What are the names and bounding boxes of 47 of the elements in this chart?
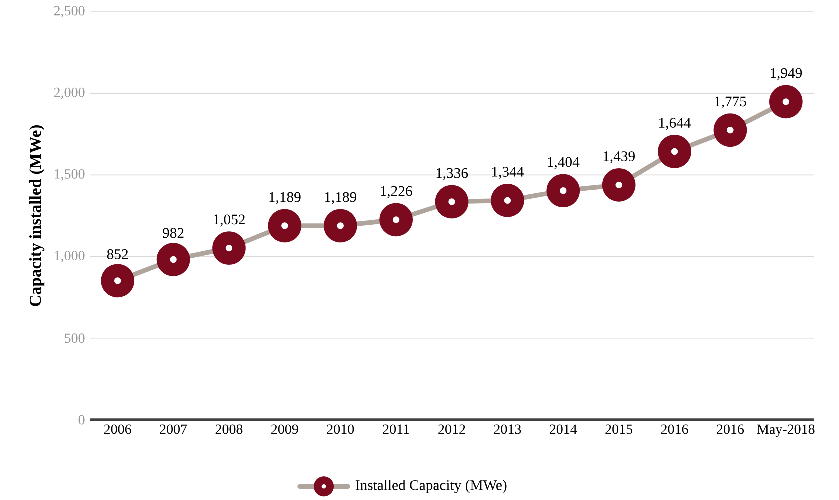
data-label: 1,189 (270, 192, 301, 204)
data-label: 1,344 (492, 167, 524, 180)
x-tick-label: 2015 (606, 424, 633, 434)
y-tick-label: 2,000 (54, 88, 85, 100)
x-tick-label: May-2018 (757, 424, 815, 438)
y-axis-title: Capacity installed (MWe) (29, 126, 45, 306)
x-tick-label: 2012 (438, 424, 466, 434)
x-tick-label: 2016 (717, 424, 744, 434)
y-tick-label: 1,500 (55, 169, 85, 181)
point (380, 203, 413, 237)
data-label: 1,052 (214, 214, 245, 227)
x-tick-label: 2013 (494, 424, 522, 434)
data-label: 982 (163, 228, 184, 238)
x-tick-label: 2010 (327, 424, 354, 434)
y-tick-label: 1,000 (55, 251, 85, 263)
data-label: 1,644 (660, 118, 692, 130)
point (156, 243, 190, 276)
x-tick-label: 2016 (661, 424, 688, 434)
data-label: 1,189 (325, 192, 357, 204)
data-label: 1,226 (381, 186, 412, 198)
point (714, 114, 748, 147)
x-tick-label: 2009 (272, 424, 298, 434)
point (546, 174, 580, 208)
data-label: 1,404 (548, 157, 580, 170)
data-label: 1,336 (436, 168, 468, 180)
point (324, 209, 358, 243)
x-tick-label: 2006 (104, 424, 132, 434)
data-label: 1,439 (604, 152, 635, 164)
y-tick-label: 0 (78, 415, 85, 425)
point (602, 168, 636, 202)
x-tick-label: 2008 (216, 424, 243, 434)
x-tick-label: 2007 (160, 424, 188, 434)
data-label: 852 (107, 249, 128, 260)
x-tick-label: 2014 (550, 424, 578, 434)
data-label: 1,949 (770, 68, 802, 80)
data-label: 1,775 (715, 96, 746, 109)
point (101, 264, 135, 298)
y-tick-label: 2,500 (54, 6, 85, 18)
point (769, 85, 803, 119)
point (268, 209, 302, 243)
point (491, 184, 524, 218)
y-tick-label: 500 (65, 334, 85, 344)
point (435, 185, 469, 219)
point (212, 232, 246, 265)
point (658, 135, 692, 168)
legend-label: Installed Capacity (MWe) (356, 480, 507, 494)
x-tick-label: 2011 (383, 424, 410, 434)
